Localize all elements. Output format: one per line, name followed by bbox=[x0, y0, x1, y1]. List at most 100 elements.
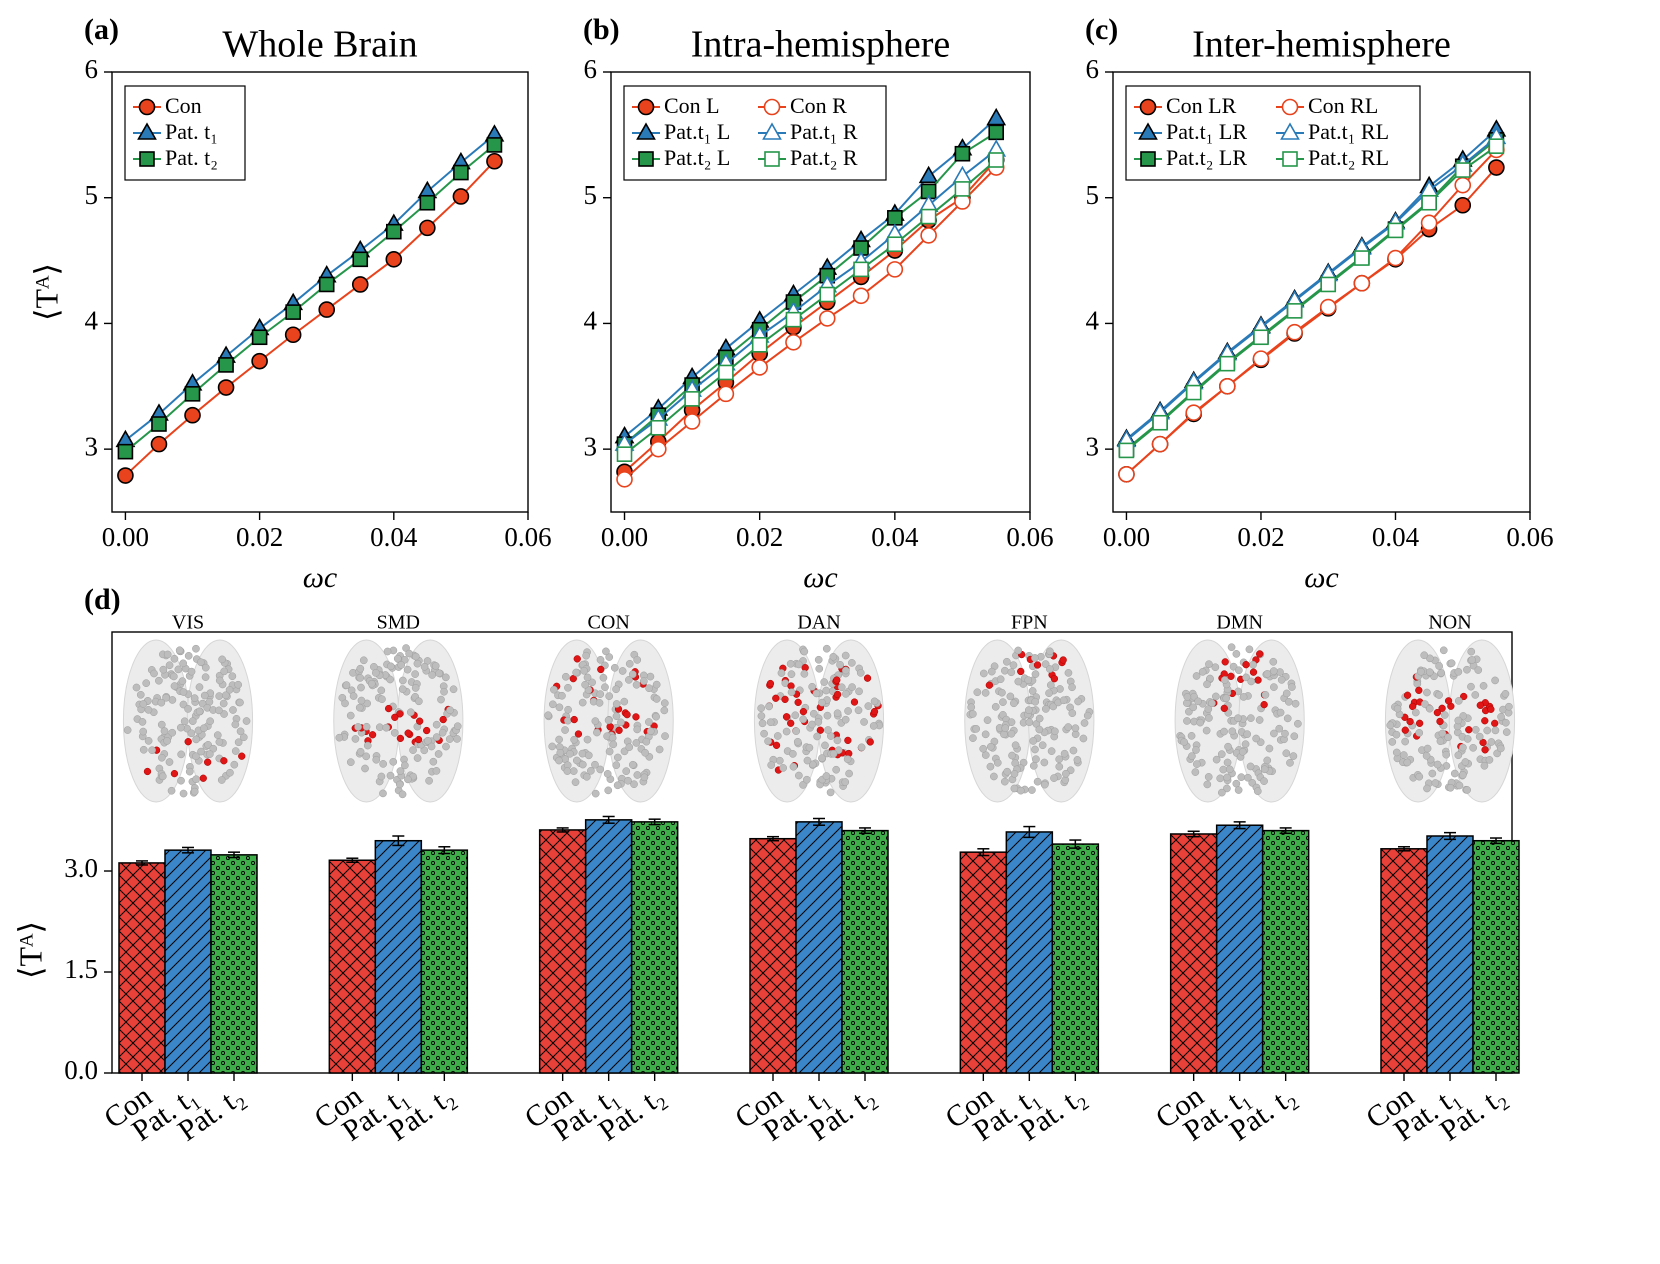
bar bbox=[1426, 835, 1474, 1074]
bar bbox=[749, 837, 797, 1074]
marker bbox=[1319, 298, 1337, 316]
brain-node bbox=[371, 669, 380, 677]
brain-node bbox=[596, 765, 605, 774]
marker bbox=[1387, 222, 1404, 239]
brain-node bbox=[162, 693, 170, 702]
marker bbox=[151, 416, 167, 432]
brain-node bbox=[1040, 780, 1049, 789]
brain-node bbox=[200, 691, 209, 700]
brain-node bbox=[362, 752, 371, 761]
legend-label: Pat.t₂ L bbox=[664, 145, 730, 170]
brain-node bbox=[1050, 675, 1059, 683]
brain-node bbox=[1243, 730, 1252, 739]
brain-node bbox=[842, 690, 850, 698]
brain-image bbox=[122, 639, 254, 803]
brain-node bbox=[1465, 726, 1473, 734]
brain-node bbox=[1463, 735, 1472, 743]
brain-node bbox=[1051, 727, 1059, 736]
brain-node bbox=[1229, 662, 1238, 671]
brain-node bbox=[1476, 701, 1484, 709]
brain-node bbox=[561, 672, 570, 681]
brain-node bbox=[555, 703, 564, 712]
marker bbox=[718, 364, 734, 381]
brain-node bbox=[197, 747, 205, 756]
brain-node bbox=[428, 671, 437, 679]
x-tick-label: 0.04 bbox=[1372, 522, 1420, 552]
brain-node bbox=[582, 772, 591, 781]
brain-node bbox=[389, 757, 398, 766]
brain-node bbox=[869, 722, 878, 730]
brain-node bbox=[640, 677, 648, 685]
marker bbox=[386, 223, 402, 240]
brain-node bbox=[555, 735, 563, 744]
brain-node bbox=[822, 686, 831, 695]
brain-node bbox=[633, 656, 642, 664]
brain-node bbox=[435, 669, 443, 678]
brain-node bbox=[1447, 659, 1456, 668]
brain-node bbox=[841, 651, 850, 660]
legend-label: Pat. t₂ bbox=[165, 145, 218, 170]
brain-node bbox=[998, 688, 1006, 697]
brain-node bbox=[863, 674, 872, 682]
brain-node bbox=[612, 685, 620, 694]
brain-node bbox=[239, 733, 248, 742]
brain-node bbox=[200, 724, 208, 733]
brain-node bbox=[139, 700, 148, 708]
brain-node bbox=[1194, 697, 1202, 706]
brain-node bbox=[1016, 786, 1025, 795]
brain-node bbox=[1497, 712, 1505, 721]
legend-label: Pat.t₁ LR bbox=[1166, 119, 1247, 144]
marker bbox=[785, 333, 802, 351]
brain-node bbox=[1277, 676, 1286, 684]
marker bbox=[486, 152, 503, 170]
brain-node bbox=[205, 750, 214, 758]
brain-node bbox=[555, 756, 563, 765]
brain-node bbox=[1275, 724, 1284, 733]
brain-node bbox=[1204, 773, 1213, 781]
brain-node bbox=[1055, 762, 1064, 771]
error-bar bbox=[182, 846, 194, 854]
brain-node bbox=[1409, 702, 1417, 711]
brain-node bbox=[136, 690, 145, 699]
brain-node bbox=[1256, 650, 1264, 658]
brain-node bbox=[432, 720, 441, 729]
brain-node bbox=[363, 741, 372, 750]
brain-node bbox=[844, 736, 852, 745]
brain-node bbox=[622, 767, 631, 775]
brain-node bbox=[429, 757, 438, 766]
brain-node bbox=[823, 711, 832, 720]
brain-node bbox=[1444, 733, 1452, 742]
marker bbox=[1118, 442, 1135, 459]
marker bbox=[1118, 465, 1135, 483]
brain-node bbox=[599, 673, 608, 682]
brain-node bbox=[1010, 784, 1019, 793]
brain-node bbox=[1459, 771, 1467, 779]
brain-node bbox=[1203, 780, 1212, 789]
brain-node bbox=[177, 776, 185, 785]
brain-node bbox=[379, 789, 387, 798]
brain-node bbox=[335, 733, 344, 742]
brain-node bbox=[1001, 666, 1009, 675]
brain-node bbox=[1180, 738, 1188, 746]
series-line bbox=[1125, 166, 1498, 476]
brain-node bbox=[652, 695, 661, 703]
brain-node bbox=[217, 776, 226, 784]
marker bbox=[853, 261, 869, 278]
brain-node bbox=[792, 727, 801, 735]
brain-node bbox=[188, 717, 197, 726]
brain-node bbox=[221, 691, 230, 700]
brain-node bbox=[1223, 784, 1231, 793]
brain-node bbox=[1247, 677, 1256, 686]
marker bbox=[763, 98, 781, 116]
brain-node bbox=[618, 667, 627, 675]
brain-node bbox=[605, 747, 614, 756]
brain-node bbox=[1502, 718, 1510, 727]
brain-node bbox=[766, 718, 775, 727]
brain-node bbox=[765, 702, 773, 711]
legend-label: Pat.t₁ L bbox=[664, 119, 730, 144]
brain-node bbox=[155, 676, 163, 685]
brain-node bbox=[544, 711, 552, 720]
marker bbox=[954, 181, 971, 197]
category-label: DAN bbox=[797, 612, 840, 634]
brain-node bbox=[1481, 717, 1489, 725]
